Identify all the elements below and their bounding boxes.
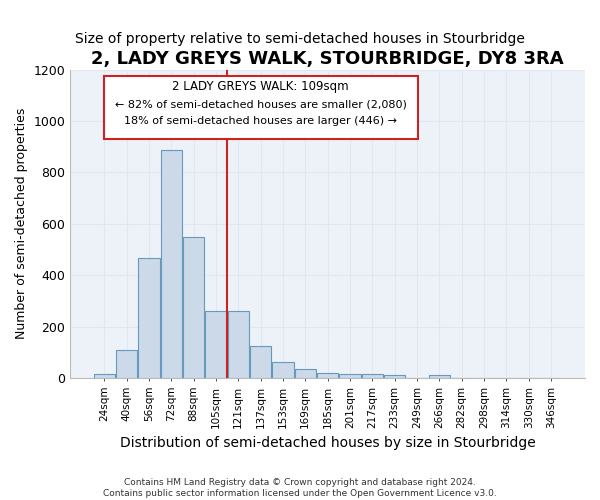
Title: 2, LADY GREYS WALK, STOURBRIDGE, DY8 3RA: 2, LADY GREYS WALK, STOURBRIDGE, DY8 3RA (91, 50, 564, 68)
X-axis label: Distribution of semi-detached houses by size in Stourbridge: Distribution of semi-detached houses by … (120, 436, 536, 450)
Text: Contains HM Land Registry data © Crown copyright and database right 2024.
Contai: Contains HM Land Registry data © Crown c… (103, 478, 497, 498)
Bar (384, 376, 405, 378)
FancyBboxPatch shape (104, 76, 418, 139)
Text: 2 LADY GREYS WALK: 109sqm: 2 LADY GREYS WALK: 109sqm (172, 80, 349, 93)
Bar (317, 373, 338, 378)
Bar (295, 369, 316, 378)
Bar (183, 236, 204, 378)
Bar (272, 362, 293, 378)
Text: Size of property relative to semi-detached houses in Stourbridge: Size of property relative to semi-detach… (75, 32, 525, 46)
Bar (429, 376, 450, 378)
Bar (250, 346, 271, 378)
Text: 18% of semi-detached houses are larger (446) →: 18% of semi-detached houses are larger (… (124, 116, 397, 126)
Bar (340, 374, 361, 378)
Y-axis label: Number of semi-detached properties: Number of semi-detached properties (15, 108, 28, 340)
Bar (94, 374, 115, 378)
Bar (116, 350, 137, 378)
Bar (362, 374, 383, 378)
Bar (227, 311, 249, 378)
Bar (161, 150, 182, 378)
Text: ← 82% of semi-detached houses are smaller (2,080): ← 82% of semi-detached houses are smalle… (115, 100, 407, 110)
Bar (205, 311, 227, 378)
Bar (139, 258, 160, 378)
